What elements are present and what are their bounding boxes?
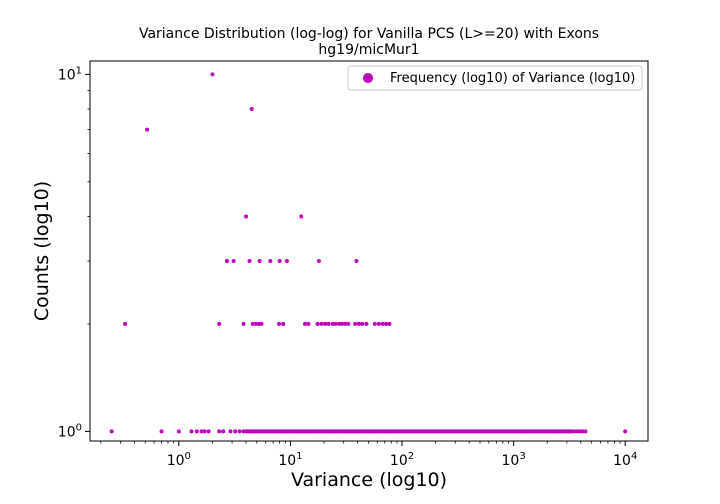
data-point <box>306 321 311 326</box>
data-point <box>623 429 628 434</box>
data-point <box>257 259 262 264</box>
data-point <box>221 429 226 434</box>
data-point <box>376 321 381 326</box>
data-point <box>575 429 580 434</box>
x-tick-label: 102 <box>390 451 414 469</box>
data-point <box>387 321 392 326</box>
data-point <box>277 259 282 264</box>
data-point <box>380 321 385 326</box>
data-point <box>202 429 207 434</box>
data-point <box>583 429 588 434</box>
data-point <box>159 429 164 434</box>
data-point <box>315 321 320 326</box>
data-point <box>354 259 359 264</box>
data-point <box>228 429 233 434</box>
data-point <box>319 321 324 326</box>
data-point <box>281 321 286 326</box>
x-tick-label: 101 <box>278 451 302 469</box>
data-point <box>372 321 377 326</box>
data-point <box>109 429 114 434</box>
data-point <box>343 321 348 326</box>
data-point <box>199 429 204 434</box>
data-point <box>210 72 215 77</box>
data-point <box>189 429 194 434</box>
data-point <box>316 259 321 264</box>
chart-title: Variance Distribution (log-log) for Vani… <box>139 26 599 42</box>
data-point <box>276 321 281 326</box>
data-point <box>572 429 577 434</box>
data-point <box>194 429 199 434</box>
plot-frame <box>89 60 649 442</box>
data-point <box>241 321 246 326</box>
data-point <box>323 321 328 326</box>
data-point <box>217 321 222 326</box>
data-point <box>237 429 242 434</box>
data-point <box>353 321 358 326</box>
data-point <box>302 321 307 326</box>
y-axis-ticks: 100 101 <box>58 65 90 440</box>
data-point <box>176 429 181 434</box>
data-point <box>346 321 351 326</box>
data-point <box>249 106 254 111</box>
data-point <box>206 429 211 434</box>
data-point <box>250 321 255 326</box>
x-tick-label: 100 <box>167 451 191 469</box>
data-point <box>145 127 150 132</box>
data-point <box>356 321 361 326</box>
data-point <box>299 214 304 219</box>
data-point <box>333 321 338 326</box>
data-point <box>233 429 238 434</box>
data-point <box>259 321 264 326</box>
legend: Frequency (log10) of Variance (log10) <box>347 65 643 91</box>
y-tick-label: 101 <box>58 65 82 83</box>
data-point <box>244 214 249 219</box>
data-point <box>247 259 252 264</box>
legend-box <box>347 65 643 91</box>
data-point <box>330 321 335 326</box>
data-point <box>231 259 236 264</box>
x-axis-label: Variance (log10) <box>291 469 447 491</box>
data-points <box>109 72 628 434</box>
data-point <box>580 429 585 434</box>
data-point <box>364 321 369 326</box>
data-point <box>384 321 389 326</box>
data-point <box>569 429 574 434</box>
x-tick-label: 104 <box>613 451 637 469</box>
data-point <box>577 429 582 434</box>
data-point <box>253 321 258 326</box>
data-point <box>217 429 222 434</box>
data-point <box>360 321 365 326</box>
data-point <box>224 259 229 264</box>
chart-subtitle: hg19/micMur1 <box>318 42 419 58</box>
legend-marker <box>363 73 373 83</box>
data-point <box>123 321 128 326</box>
y-tick-label: 100 <box>58 422 82 440</box>
x-tick-label: 103 <box>502 451 526 469</box>
data-point <box>340 321 345 326</box>
data-point <box>284 259 289 264</box>
x-axis-ticks: 100 101 102 103 104 <box>100 441 637 469</box>
data-point <box>326 321 331 326</box>
y-axis-label: Counts (log10) <box>31 181 53 321</box>
legend-label: Frequency (log10) of Variance (log10) <box>390 71 635 86</box>
data-point <box>268 259 273 264</box>
